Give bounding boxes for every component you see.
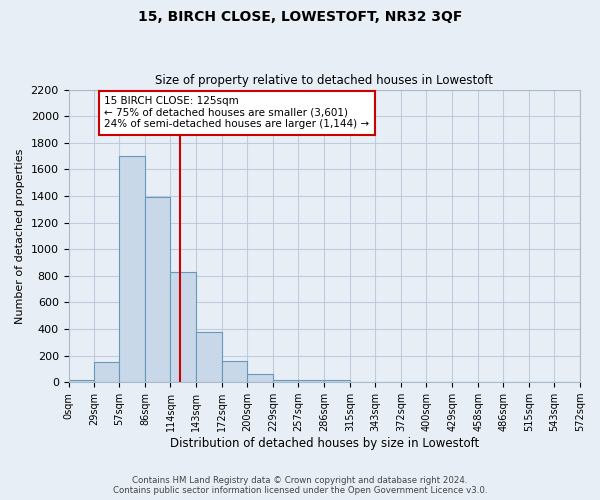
Bar: [196, 332, 223, 382]
X-axis label: Distribution of detached houses by size in Lowestoft: Distribution of detached houses by size …: [170, 437, 479, 450]
Bar: [145, 198, 170, 382]
Bar: [324, 380, 350, 382]
Text: Contains HM Land Registry data © Crown copyright and database right 2024.
Contai: Contains HM Land Registry data © Crown c…: [113, 476, 487, 495]
Y-axis label: Number of detached properties: Number of detached properties: [15, 148, 25, 324]
Text: 15, BIRCH CLOSE, LOWESTOFT, NR32 3QF: 15, BIRCH CLOSE, LOWESTOFT, NR32 3QF: [138, 10, 462, 24]
Text: 15 BIRCH CLOSE: 125sqm
← 75% of detached houses are smaller (3,601)
24% of semi-: 15 BIRCH CLOSE: 125sqm ← 75% of detached…: [104, 96, 370, 130]
Bar: [298, 380, 324, 382]
Bar: [170, 272, 196, 382]
Bar: [273, 380, 298, 382]
Title: Size of property relative to detached houses in Lowestoft: Size of property relative to detached ho…: [155, 74, 493, 87]
Bar: [68, 380, 94, 382]
Bar: [119, 156, 145, 382]
Bar: [247, 374, 273, 382]
Bar: [94, 362, 119, 382]
Bar: [223, 361, 247, 382]
